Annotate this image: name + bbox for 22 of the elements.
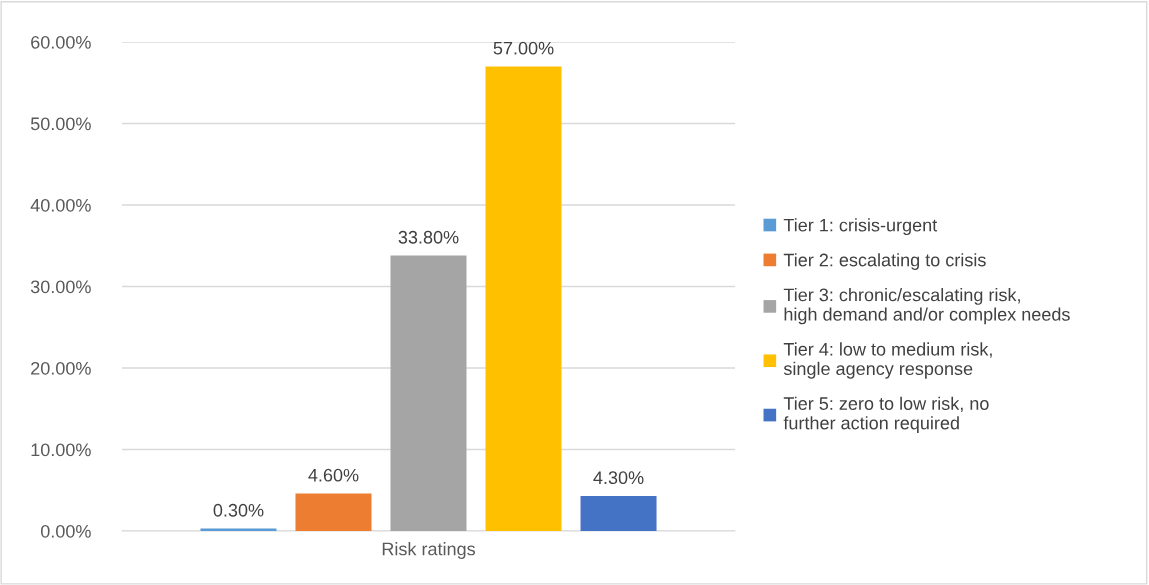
y-tick-label: 40.00% — [30, 198, 91, 212]
y-tick-label: 30.00% — [30, 280, 91, 294]
data-label: 0.30% — [213, 503, 264, 517]
bar — [295, 493, 372, 531]
data-label: 33.80% — [398, 230, 459, 244]
data-label: 57.00% — [493, 41, 554, 55]
legend-label: Tier 3: chronic/escalating risk, high demand and/or complex needs — [783, 288, 1070, 325]
legend-label: Tier 1: crisis-urgent — [783, 218, 938, 236]
legend-label: Tier 4: low to medium risk, single agency response — [783, 342, 992, 379]
bar — [390, 255, 467, 531]
bar — [485, 66, 562, 531]
y-tick-label: 10.00% — [31, 443, 91, 457]
legend-label: Tier 5: zero to low risk, no further action required — [783, 396, 989, 433]
bar — [580, 495, 657, 531]
data-label: 4.30% — [593, 471, 644, 485]
y-tick-label: 0.00% — [40, 524, 91, 538]
y-tick-label: 50.00% — [30, 117, 91, 131]
legend-label: Tier 2: escalating to crisis — [783, 253, 986, 270]
x-tick-label: Risk ratings — [382, 542, 476, 559]
y-tick-label: 60.00% — [31, 35, 91, 49]
data-label: 4.60% — [308, 468, 359, 482]
y-tick-label: 20.00% — [31, 361, 91, 375]
